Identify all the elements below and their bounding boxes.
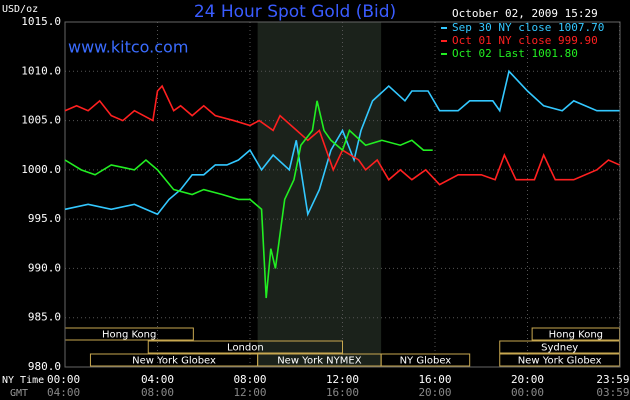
x-axis-label: NY Time — [2, 375, 44, 386]
x-tick-label: 23:59 — [596, 373, 629, 386]
x2-tick-label: 12:00 — [233, 386, 266, 399]
x-tick-label: 20:00 — [511, 373, 544, 386]
session-box — [380, 353, 471, 367]
x2-tick-label: 20:00 — [418, 386, 451, 399]
plot-frame — [64, 21, 621, 368]
session-label: NY Globex — [400, 356, 452, 367]
x-tick-label: 04:00 — [141, 373, 174, 386]
session-label: New York Globex — [132, 356, 216, 367]
x-tick-label: 00:00 — [47, 373, 80, 386]
y-axis-label: USD/oz — [2, 4, 38, 15]
legend-label: Sep 30 NY close 1007.70 — [452, 21, 604, 34]
y-tick-label: 990.0 — [28, 261, 61, 274]
x2-tick-label: 16:00 — [326, 386, 359, 399]
session-label: Sydney — [541, 343, 578, 354]
session-label: New York Globex — [518, 356, 602, 367]
x-tick-label: 16:00 — [418, 373, 451, 386]
y-tick-label: 980.0 — [28, 360, 61, 373]
y-tick-label: 1005.0 — [21, 114, 61, 127]
legend-label: Oct 02 Last 1001.80 — [452, 47, 578, 60]
session-box — [147, 340, 343, 354]
shaded-range — [257, 22, 382, 367]
session-label: London — [227, 343, 264, 354]
chart-title: 24 Hour Spot Gold (Bid) — [194, 2, 396, 22]
session-label: New York NYMEX — [277, 356, 362, 367]
x2-axis-label: GMT — [10, 388, 28, 399]
y-tick-label: 1015.0 — [21, 15, 61, 28]
x2-tick-label: 00:00 — [511, 386, 544, 399]
x-tick-label: 08:00 — [233, 373, 266, 386]
y-tick-label: 1010.0 — [21, 64, 61, 77]
y-tick-label: 1000.0 — [21, 163, 61, 176]
legend-label: Oct 01 NY close 999.90 — [452, 34, 598, 47]
x2-tick-label: 03:59 — [596, 386, 629, 399]
price-line — [64, 100, 433, 299]
x2-tick-label: 04:00 — [47, 386, 80, 399]
x-tick-label: 12:00 — [326, 373, 359, 386]
session-label: Hong Kong — [549, 330, 603, 341]
y-tick-label: 985.0 — [28, 311, 61, 324]
x2-tick-label: 08:00 — [141, 386, 174, 399]
price-line — [64, 84, 620, 186]
y-tick-label: 995.0 — [28, 212, 61, 225]
price-line — [64, 69, 620, 217]
timestamp: October 02, 2009 15:29 — [452, 7, 598, 20]
session-label: Hong Kong — [102, 330, 156, 341]
subtitle: www.kitco.com — [68, 38, 188, 57]
